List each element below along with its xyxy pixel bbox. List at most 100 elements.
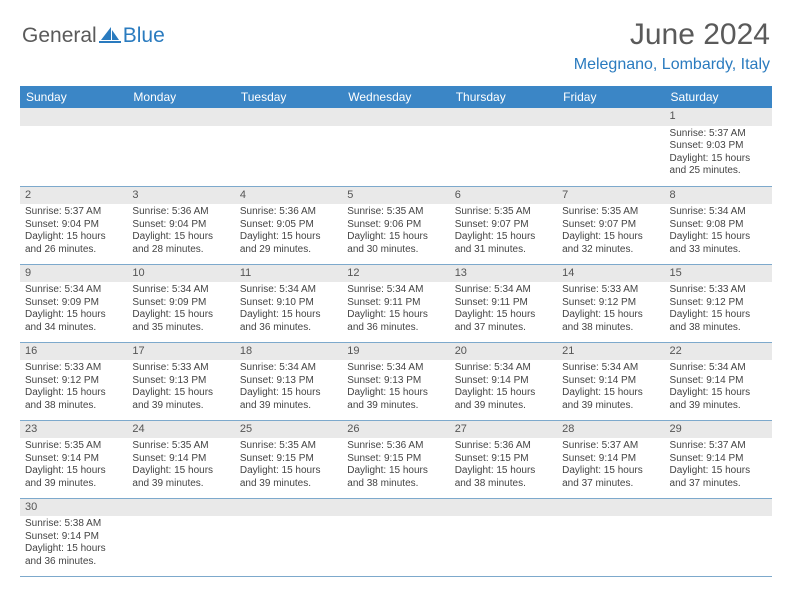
calendar-cell: 17Sunrise: 5:33 AMSunset: 9:13 PMDayligh… — [127, 342, 234, 420]
calendar-cell: 1Sunrise: 5:37 AMSunset: 9:03 PMDaylight… — [665, 108, 772, 186]
calendar-cell: 19Sunrise: 5:34 AMSunset: 9:13 PMDayligh… — [342, 342, 449, 420]
month-year-title: June 2024 — [574, 18, 770, 52]
day-number: 6 — [450, 187, 557, 205]
daylight-text: Daylight: 15 hours and 37 minutes. — [670, 465, 767, 490]
day-number: 4 — [235, 187, 342, 205]
daylight-text: Daylight: 15 hours and 39 minutes. — [25, 465, 122, 490]
daylight-text: Daylight: 15 hours and 39 minutes. — [670, 387, 767, 412]
daylight-text: Daylight: 15 hours and 38 minutes. — [670, 309, 767, 334]
day-number-bar — [20, 108, 127, 126]
sunrise-text: Sunrise: 5:35 AM — [240, 440, 337, 453]
day-number-bar — [342, 108, 449, 126]
calendar-cell: 8Sunrise: 5:34 AMSunset: 9:08 PMDaylight… — [665, 186, 772, 264]
day-details: Sunrise: 5:33 AMSunset: 9:12 PMDaylight:… — [20, 360, 127, 416]
sunset-text: Sunset: 9:09 PM — [25, 297, 122, 310]
sunset-text: Sunset: 9:13 PM — [132, 375, 229, 388]
calendar-cell: 14Sunrise: 5:33 AMSunset: 9:12 PMDayligh… — [557, 264, 664, 342]
day-number: 18 — [235, 343, 342, 361]
day-details: Sunrise: 5:34 AMSunset: 9:11 PMDaylight:… — [342, 282, 449, 338]
day-number: 20 — [450, 343, 557, 361]
calendar-cell: 11Sunrise: 5:34 AMSunset: 9:10 PMDayligh… — [235, 264, 342, 342]
calendar-week-row: 2Sunrise: 5:37 AM Sunset: 9:04 PM Daylight… — [20, 186, 772, 264]
sunset-text: Sunset: 9:15 PM — [240, 453, 337, 466]
day-header: Saturday — [665, 86, 772, 108]
day-number: 27 — [450, 421, 557, 439]
sunset-text: Sunset: 9:15 PM — [455, 453, 552, 466]
sunrise-text: Sunrise: 5:36 AM — [347, 440, 444, 453]
calendar-cell: 7Sunrise: 5:35 AMSunset: 9:07 PMDaylight… — [557, 186, 664, 264]
day-details: Sunrise: 5:33 AMSunset: 9:12 PMDaylight:… — [665, 282, 772, 338]
sunrise-text: Sunrise: 5:33 AM — [25, 362, 122, 375]
day-header: Sunday — [20, 86, 127, 108]
sunrise-text: Sunrise: 5:34 AM — [670, 206, 767, 219]
calendar-table: SundayMondayTuesdayWednesdayThursdayFrid… — [20, 86, 772, 577]
daylight-text: Daylight: 15 hours and 25 minutes. — [670, 153, 767, 178]
daylight-text: Daylight: 15 hours and 33 minutes. — [670, 231, 767, 256]
sunset-text: Sunset: 9:05 PM — [240, 219, 337, 232]
day-number: 22 — [665, 343, 772, 361]
day-details: Sunrise: 5:34 AMSunset: 9:13 PMDaylight:… — [235, 360, 342, 416]
calendar-cell: 27Sunrise: 5:36 AMSunset: 9:15 PMDayligh… — [450, 420, 557, 498]
calendar-body: 1Sunrise: 5:37 AMSunset: 9:03 PMDaylight… — [20, 108, 772, 576]
day-details: Sunrise: 5:34 AMSunset: 9:08 PMDaylight:… — [665, 204, 772, 260]
day-header: Thursday — [450, 86, 557, 108]
daylight-text: Daylight: 15 hours and 39 minutes. — [240, 387, 337, 412]
calendar-week-row: 16Sunrise: 5:33 AMSunset: 9:12 PMDayligh… — [20, 342, 772, 420]
day-header: Friday — [557, 86, 664, 108]
day-details: Sunrise: 5:34 AMSunset: 9:10 PMDaylight:… — [235, 282, 342, 338]
calendar-cell: 5Sunrise: 5:35 AMSunset: 9:06 PMDaylight… — [342, 186, 449, 264]
day-number-bar — [450, 108, 557, 126]
calendar-cell: 10Sunrise: 5:34 AMSunset: 9:09 PMDayligh… — [127, 264, 234, 342]
calendar-cell: 22Sunrise: 5:34 AMSunset: 9:14 PMDayligh… — [665, 342, 772, 420]
day-number-bar — [127, 499, 234, 517]
brand-logo: General Blue — [22, 24, 165, 48]
day-number: 8 — [665, 187, 772, 205]
sunset-text: Sunset: 9:08 PM — [670, 219, 767, 232]
sunset-text: Sunset: 9:04 PM — [132, 219, 229, 232]
sunset-text: Sunset: 9:03 PM — [670, 140, 767, 153]
day-number: 3 — [127, 187, 234, 205]
day-details: Sunrise: 5:35 AMSunset: 9:14 PMDaylight:… — [20, 438, 127, 494]
daylight-text: Daylight: 15 hours and 38 minutes. — [455, 465, 552, 490]
day-number: 23 — [20, 421, 127, 439]
daylight-text: Daylight: 15 hours and 36 minutes. — [347, 309, 444, 334]
day-number-bar — [342, 499, 449, 517]
day-number: 30 — [20, 499, 127, 517]
day-number: 28 — [557, 421, 664, 439]
day-number: 5 — [342, 187, 449, 205]
location-subtitle: Melegnano, Lombardy, Italy — [574, 56, 770, 74]
day-number: 10 — [127, 265, 234, 283]
sunrise-text: Sunrise: 5:35 AM — [25, 440, 122, 453]
calendar-cell: 21Sunrise: 5:34 AMSunset: 9:14 PMDayligh… — [557, 342, 664, 420]
sunrise-text: Sunrise: 5:36 AM — [132, 206, 229, 219]
day-header: Tuesday — [235, 86, 342, 108]
calendar-cell — [557, 108, 664, 186]
day-details: Sunrise: 5:34 AMSunset: 9:14 PMDaylight:… — [450, 360, 557, 416]
daylight-text: Daylight: 15 hours and 38 minutes. — [25, 387, 122, 412]
day-details: Sunrise: 5:34 AMSunset: 9:09 PMDaylight:… — [127, 282, 234, 338]
daylight-text: Daylight: 15 hours and 36 minutes. — [25, 543, 122, 568]
sunrise-text: Sunrise: 5:33 AM — [132, 362, 229, 375]
day-details: Sunrise: 5:35 AMSunset: 9:06 PMDaylight:… — [342, 204, 449, 260]
calendar-cell: 24Sunrise: 5:35 AMSunset: 9:14 PMDayligh… — [127, 420, 234, 498]
day-number: 17 — [127, 343, 234, 361]
sunrise-text: Sunrise: 5:34 AM — [670, 362, 767, 375]
sunset-text: Sunset: 9:10 PM — [240, 297, 337, 310]
calendar-cell: 30Sunrise: 5:38 AMSunset: 9:14 PMDayligh… — [20, 498, 127, 576]
day-number: 1 — [665, 108, 772, 126]
calendar-cell: 23Sunrise: 5:35 AMSunset: 9:14 PMDayligh… — [20, 420, 127, 498]
day-number: 2 — [20, 187, 127, 205]
calendar-cell: 16Sunrise: 5:33 AMSunset: 9:12 PMDayligh… — [20, 342, 127, 420]
sunrise-text: Sunrise: 5:36 AM — [455, 440, 552, 453]
calendar-cell — [127, 108, 234, 186]
calendar-cell: 3Sunrise: 5:36 AMSunset: 9:04 PMDaylight… — [127, 186, 234, 264]
daylight-text: Daylight: 15 hours and 30 minutes. — [347, 231, 444, 256]
day-number-bar — [127, 108, 234, 126]
day-details: Sunrise: 5:37 AMSunset: 9:14 PMDaylight:… — [665, 438, 772, 494]
calendar-cell — [450, 108, 557, 186]
sunrise-text: Sunrise: 5:37 AM — [25, 206, 122, 219]
sunset-text: Sunset: 9:12 PM — [562, 297, 659, 310]
daylight-text: Daylight: 15 hours and 26 minutes. — [25, 231, 122, 256]
calendar-cell — [342, 108, 449, 186]
day-number: 26 — [342, 421, 449, 439]
